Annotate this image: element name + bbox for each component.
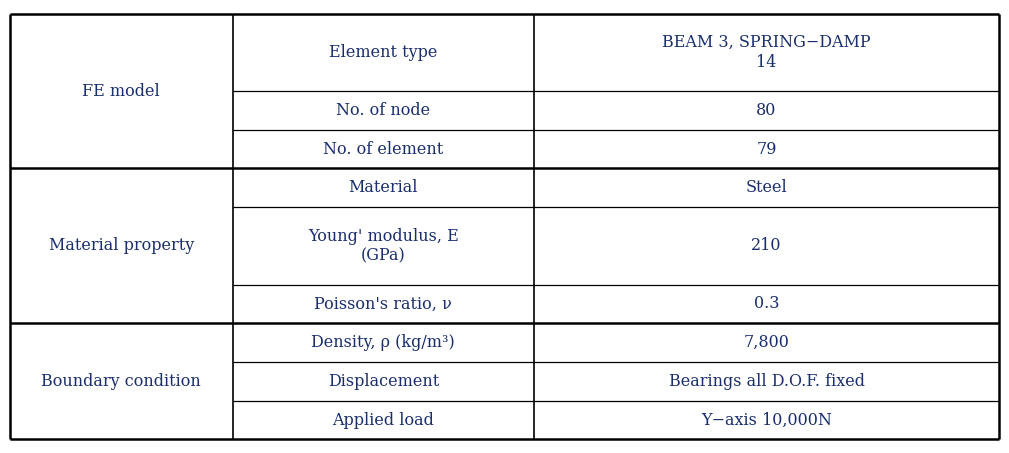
Text: No. of element: No. of element: [323, 140, 444, 158]
Text: Bearings all D.O.F. fixed: Bearings all D.O.F. fixed: [669, 373, 865, 390]
Text: Density, ρ (kg/m³): Density, ρ (kg/m³): [312, 334, 455, 351]
Text: Material: Material: [349, 179, 418, 196]
Text: 0.3: 0.3: [754, 295, 779, 313]
Text: 7,800: 7,800: [744, 334, 789, 351]
Text: Displacement: Displacement: [328, 373, 439, 390]
Text: BEAM 3, SPRING−DAMP
14: BEAM 3, SPRING−DAMP 14: [662, 34, 871, 71]
Text: Poisson's ratio, ν: Poisson's ratio, ν: [315, 295, 452, 313]
Text: Material property: Material property: [48, 237, 194, 254]
Text: Steel: Steel: [746, 179, 787, 196]
Text: Element type: Element type: [329, 44, 438, 61]
Text: 80: 80: [757, 102, 777, 119]
Text: Young' modulus, E
(GPa): Young' modulus, E (GPa): [308, 227, 459, 264]
Text: 79: 79: [757, 140, 777, 158]
Text: Applied load: Applied load: [332, 412, 434, 429]
Text: No. of node: No. of node: [336, 102, 431, 119]
Text: FE model: FE model: [83, 82, 160, 100]
Text: Boundary condition: Boundary condition: [41, 373, 201, 390]
Text: 210: 210: [752, 237, 782, 254]
Text: Y−axis 10,000N: Y−axis 10,000N: [701, 412, 832, 429]
